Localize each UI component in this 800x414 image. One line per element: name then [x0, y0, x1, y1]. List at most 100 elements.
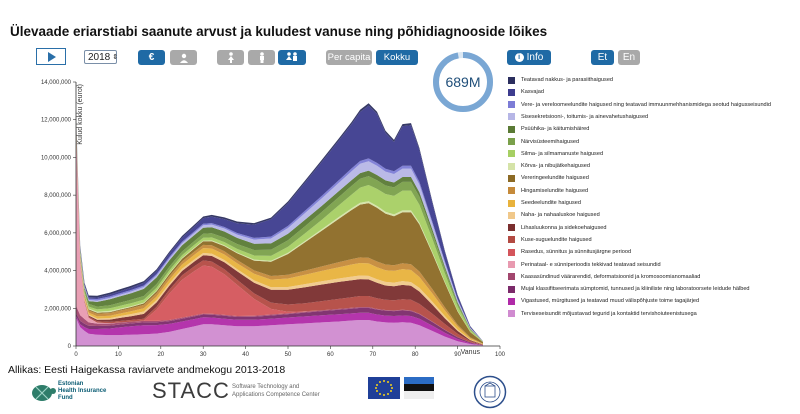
- y-tick-label: 6,000,000: [44, 231, 71, 237]
- legend-swatch: [508, 261, 515, 268]
- legend-label: Lihasluukonna ja sidekoehaigused: [521, 224, 607, 231]
- area-series-11: [76, 119, 483, 344]
- legend-label: Kõrva- ja nibujätkehaigused: [521, 163, 591, 170]
- x-axis-title: Vanus: [461, 349, 481, 356]
- legend-item[interactable]: Närvisüsteemihaigused: [508, 137, 579, 147]
- x-tick-label: 80: [412, 352, 419, 358]
- axes: 0 2,000,000 4,000,000 6,000,000 8,000,000 10,…: [41, 80, 506, 358]
- y-tick-label: 14,000,000: [41, 80, 72, 86]
- legend-label: Kasvajad: [521, 89, 545, 96]
- female-button[interactable]: [217, 50, 244, 65]
- female-icon: [227, 52, 234, 63]
- lang-et-button[interactable]: Et: [591, 50, 614, 65]
- legend-item[interactable]: Vere- ja vereloomeelundite haigused ning…: [508, 100, 771, 110]
- legend-swatch: [508, 297, 515, 305]
- legend-item[interactable]: Psüühika- ja käitumishäired: [508, 124, 589, 134]
- legend-swatch: [508, 187, 515, 195]
- total-badge-value: 689M: [445, 74, 480, 90]
- legend-swatch: [508, 113, 515, 121]
- lang-et-label: Et: [597, 52, 608, 63]
- legend-swatch: [508, 285, 515, 293]
- both-sexes-button[interactable]: [278, 50, 306, 65]
- total-label: Kokku: [383, 52, 411, 63]
- x-tick-label: 100: [495, 352, 506, 358]
- area-series-16: [76, 114, 483, 342]
- play-button[interactable]: [36, 48, 66, 65]
- x-tick-label: 40: [242, 352, 249, 358]
- legend-item[interactable]: Seedeelundite haigused: [508, 198, 581, 208]
- estonia-flag-icon: [404, 377, 434, 399]
- legend-item[interactable]: Kõrva- ja nibujätkehaigused: [508, 161, 590, 171]
- legend-swatch: [508, 76, 515, 84]
- legend-item[interactable]: Hingamiselundite haigused: [508, 186, 588, 196]
- legend-item[interactable]: Mujal klassifitseerimata sümptomid, tunn…: [508, 284, 750, 294]
- page-title: Ülevaade eriarstiabi saanute arvust ja k…: [10, 24, 548, 39]
- euro-button[interactable]: €: [138, 50, 165, 65]
- x-tick-label: 90: [454, 352, 461, 358]
- legend-swatch: [508, 199, 515, 207]
- ehif-line1: Estonian: [58, 381, 84, 387]
- legend-item[interactable]: Kuse-suguelundite haigused: [508, 235, 592, 245]
- legend-swatch: [508, 310, 515, 318]
- legend-label: Hingamiselundite haigused: [521, 187, 589, 194]
- legend-item[interactable]: Kasvajad: [508, 87, 544, 97]
- legend-item[interactable]: Lihasluukonna ja sidekoehaigused: [508, 223, 607, 233]
- area-series-5: [76, 126, 483, 345]
- x-tick-label: 10: [115, 352, 122, 358]
- y-tick-label: 10,000,000: [41, 155, 72, 161]
- legend-swatch: [508, 224, 515, 232]
- legend-swatch: [508, 236, 515, 244]
- legend-item[interactable]: Silma- ja silmamanuste haigused: [508, 149, 603, 159]
- legend-swatch: [508, 211, 515, 219]
- per-capita-button[interactable]: Per capita: [326, 50, 372, 65]
- legend-label: Mujal klassifitseerimata sümptomid, tunn…: [521, 286, 750, 293]
- ehif-line2: Health Insurance: [58, 388, 107, 394]
- legend-item[interactable]: Teatavad nakkus- ja parasiithaigused: [508, 75, 613, 85]
- legend-item[interactable]: Naha- ja nahaaluskoe haigused: [508, 210, 600, 220]
- legend-swatch: [508, 174, 515, 182]
- legend-label: Seedeelundite haigused: [521, 200, 582, 206]
- person-count-button[interactable]: [170, 50, 197, 65]
- y-tick-label: 0: [68, 344, 72, 350]
- legend-label: Teatavad nakkus- ja parasiithaigused: [521, 77, 614, 83]
- male-button[interactable]: [248, 50, 275, 65]
- university-seal-icon: [473, 375, 507, 409]
- legend-label: Sisesekretsiooni-, toitumis- ja ainevahe…: [521, 113, 649, 120]
- year-select[interactable]: 2018 ⇕: [84, 50, 119, 64]
- lang-en-label: En: [622, 52, 636, 63]
- eu-flag-icon: [368, 377, 400, 399]
- info-label: Info: [526, 52, 544, 63]
- legend-label: Vigastused, mürgitused ja teatavad muud …: [521, 298, 700, 305]
- legend-item[interactable]: Terviseseisundit mõjustavad tegurid ja k…: [508, 309, 697, 319]
- legend-item[interactable]: Vigastused, mürgitused ja teatavad muud …: [508, 296, 699, 306]
- y-tick-label: 12,000,000: [41, 118, 72, 124]
- male-icon: [259, 52, 264, 63]
- legend-label: Kaasasündinud väärarendid, deformatsioon…: [521, 273, 701, 280]
- stacc-wordmark: STACC: [152, 378, 230, 403]
- source-note: Allikas: Eesti Haigekassa raviarvete and…: [8, 364, 286, 376]
- info-button[interactable]: i Info: [507, 50, 551, 65]
- stacc-logo: STACC Software Technology and Applicatio…: [152, 378, 320, 404]
- legend-label: Rasedus, sünnitus ja sünnitusjärgne peri…: [521, 249, 632, 256]
- total-button[interactable]: Kokku: [376, 50, 418, 65]
- area-series-0: [76, 317, 483, 346]
- updown-icon: ⇕: [112, 54, 119, 61]
- legend-item[interactable]: Sisesekretsiooni-, toitumis- ja ainevahe…: [508, 112, 648, 122]
- legend-label: Vereringeelundite haigused: [521, 175, 589, 182]
- legend-item[interactable]: Kaasasündinud väärarendid, deformatsioon…: [508, 272, 700, 282]
- per-capita-label: Per capita: [327, 52, 371, 63]
- legend-item[interactable]: Perinataal- e sünniperioodis tekkivad te…: [508, 260, 661, 270]
- person-icon: [179, 53, 188, 63]
- stacc-sub1: Software Technology and: [232, 384, 300, 390]
- legend-item[interactable]: Vereringeelundite haigused: [508, 173, 589, 183]
- legend-swatch: [508, 88, 515, 96]
- legend-label: Vere- ja vereloomeelundite haigused ning…: [521, 101, 772, 108]
- legend-swatch: [508, 125, 515, 133]
- legend-label: Silma- ja silmamanuste haigused: [521, 150, 604, 157]
- legend-item[interactable]: Rasedus, sünnitus ja sünnitusjärgne peri…: [508, 247, 631, 257]
- lang-en-button[interactable]: En: [618, 50, 640, 65]
- legend-swatch: [508, 248, 515, 256]
- total-badge-ring: [433, 52, 493, 112]
- stacked-area-chart: 0 2,000,000 4,000,000 6,000,000 8,000,000 10,…: [41, 80, 506, 358]
- y-tick-label: 8,000,000: [44, 193, 71, 199]
